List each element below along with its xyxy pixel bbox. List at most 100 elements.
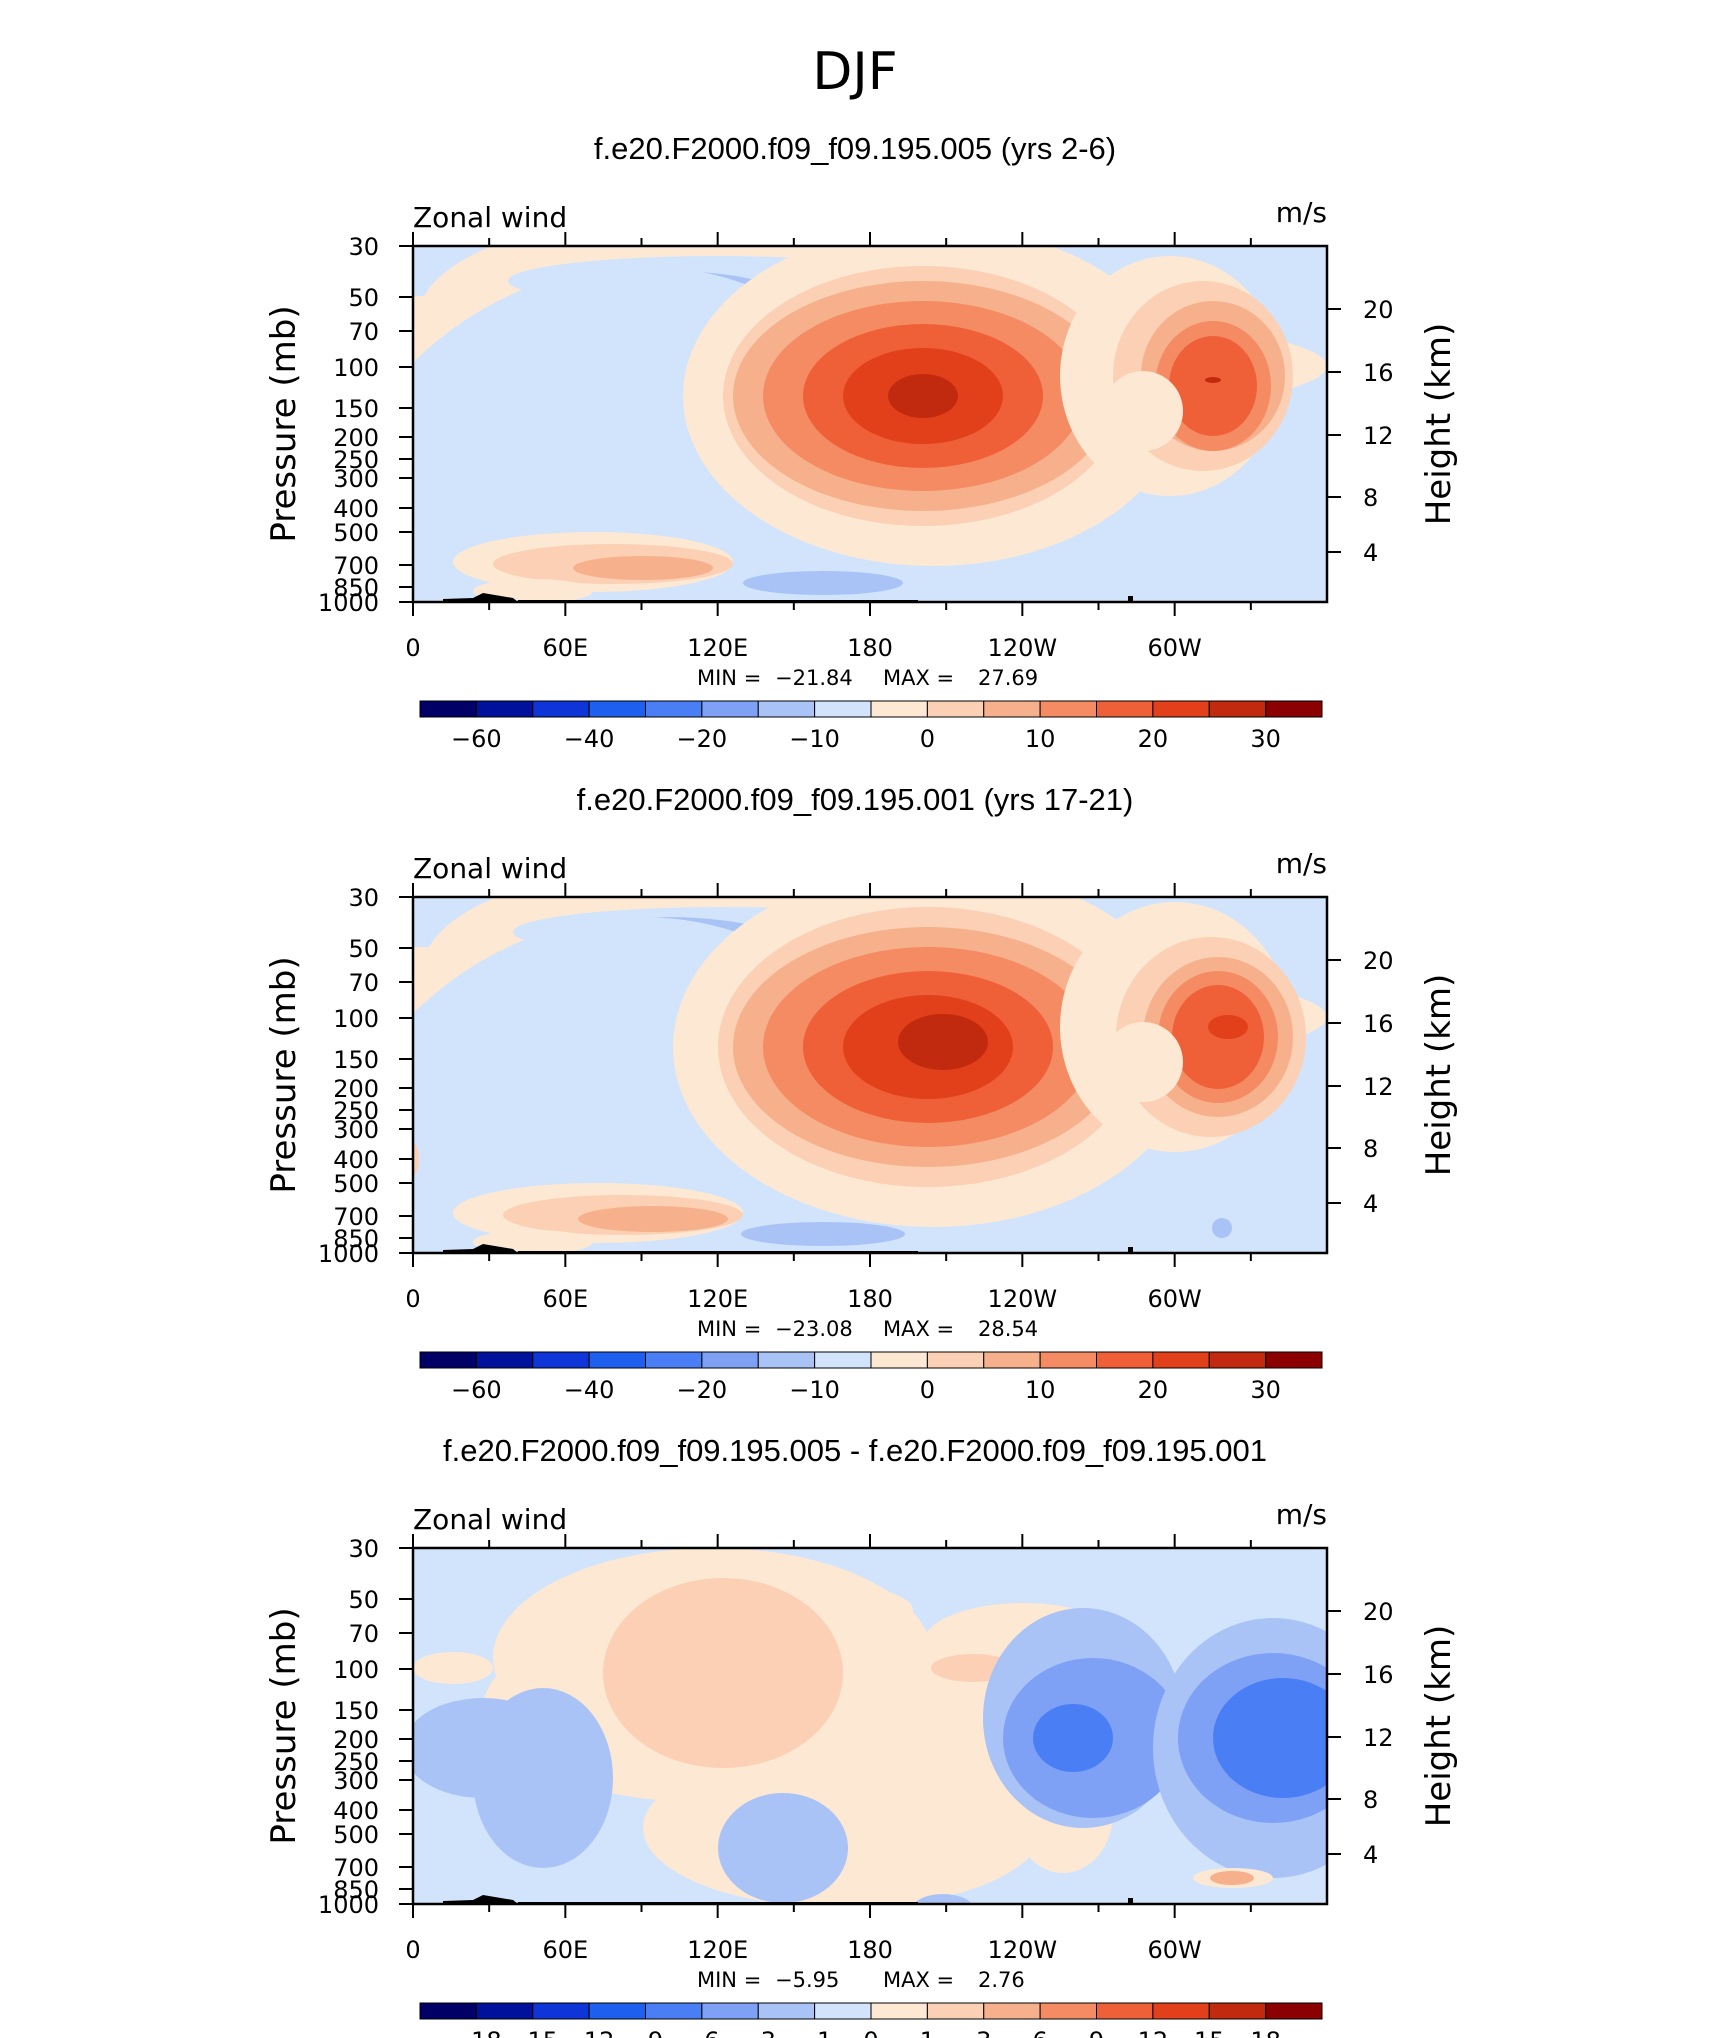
x-tick-label: 180	[847, 1285, 893, 1313]
y-tick-label: 30	[348, 1535, 379, 1563]
colorbar-label: −20	[677, 725, 728, 753]
colorbar-box	[983, 2002, 1041, 2020]
y2-tick-label: 20	[1363, 1598, 1394, 1626]
colorbar-label: −40	[564, 1376, 615, 1404]
y-tick-label: 70	[348, 318, 379, 346]
colorbar-box	[757, 700, 816, 718]
y-tick-label: 500	[333, 1170, 379, 1198]
y2-tick-label: 16	[1363, 359, 1394, 387]
contour-region	[741, 1222, 905, 1246]
max-value: 28.54	[978, 1317, 1038, 1341]
min-value: −21.84	[775, 666, 853, 690]
y-tick-label: 200	[333, 1726, 379, 1754]
max-value: 27.69	[978, 666, 1038, 690]
y-tick-label: 30	[348, 884, 379, 912]
y-tick-label: 50	[348, 1586, 379, 1614]
y-tick-label: 400	[333, 1797, 379, 1825]
y2-tick-label: 12	[1363, 422, 1394, 450]
colorbar-box	[814, 700, 872, 718]
colorbar-label: −60	[451, 725, 502, 753]
colorbar-label: −12	[564, 2027, 615, 2038]
y-tick-label: 70	[348, 1620, 379, 1648]
y2-axis-title: Height (km)	[1419, 1625, 1459, 1828]
x-tick-label: 120W	[988, 1936, 1058, 1964]
colorbar-box	[532, 2002, 590, 2020]
topography	[443, 1244, 518, 1253]
y2-tick-label: 8	[1363, 1135, 1378, 1163]
colorbar-label: 18	[1250, 2027, 1281, 2038]
y-tick-label: 100	[333, 1005, 379, 1033]
contour-region	[1103, 1022, 1183, 1102]
units-label: m/s	[1276, 1498, 1327, 1531]
colorbar: −18 −15 −12 −9 −6 −3 −1 0 1 3 6 9 12 15 18	[419, 2002, 1323, 2038]
x-tick-label: 0	[405, 1285, 420, 1313]
contour-region	[413, 1652, 493, 1684]
x-tick-label: 120E	[687, 634, 748, 662]
contour-region	[1212, 1218, 1232, 1238]
y-tick-label: 300	[333, 1767, 379, 1795]
y2-axis-title: Height (km)	[1419, 323, 1459, 526]
colorbar-box	[926, 2002, 985, 2020]
topography	[1128, 1898, 1133, 1904]
y-tick-label: 30	[348, 233, 379, 261]
colorbar-label: −9	[628, 2027, 663, 2038]
colorbar-box	[701, 1351, 759, 1369]
y-tick-label: 150	[333, 395, 379, 423]
max-value: 2.76	[978, 1968, 1025, 1992]
colorbar-box	[588, 700, 646, 718]
contour-region	[718, 1793, 848, 1903]
colorbar-box	[1039, 1351, 1097, 1369]
min-value: −23.08	[775, 1317, 853, 1341]
min-label: MIN =	[697, 1968, 761, 1992]
panel-1-title: f.e20.F2000.f09_f09.195.005 (yrs 2-6)	[593, 131, 1117, 166]
x-tick-label: 180	[847, 634, 893, 662]
y-tick-label: 850	[333, 1876, 379, 1904]
colorbar-box	[419, 2002, 477, 2020]
y-tick-label: 700	[333, 552, 379, 580]
colorbar-label: 12	[1138, 2027, 1169, 2038]
colorbar-label: 6	[1032, 2027, 1047, 2038]
min-label: MIN =	[697, 1317, 761, 1341]
colorbar-label: 10	[1025, 1376, 1056, 1404]
colorbar-box	[926, 1351, 985, 1369]
y-tick-label: 50	[348, 284, 379, 312]
y-tick-label: 850	[333, 574, 379, 602]
colorbar-label: 1	[920, 2027, 935, 2038]
colorbar-box	[1265, 1351, 1323, 1369]
y-tick-label: 1000	[318, 1240, 379, 1268]
colorbar-box	[757, 2002, 816, 2020]
y-tick-label: 250	[333, 1097, 379, 1125]
colorbar-box	[532, 1351, 590, 1369]
y2-tick-label: 12	[1363, 1724, 1394, 1752]
contour-region	[638, 1640, 748, 1696]
colorbar-label: −60	[451, 1376, 502, 1404]
y-axis-title: Pressure (mb)	[264, 956, 304, 1193]
colorbar-label: −1	[797, 2027, 832, 2038]
y-tick-label: 700	[333, 1854, 379, 1882]
panel-2: 0 60E 120E 180 120W 60W3050701001502002503004…	[264, 847, 1459, 1404]
y-tick-label: 300	[333, 1116, 379, 1144]
y2-tick-label: 4	[1363, 539, 1378, 567]
y-tick-label: 400	[333, 1146, 379, 1174]
x-tick-label: 60E	[542, 1936, 588, 1964]
y-tick-label: 200	[333, 424, 379, 452]
colorbar-box	[983, 1351, 1041, 1369]
y-tick-label: 200	[333, 1075, 379, 1103]
x-tick-label: 120W	[988, 634, 1058, 662]
colorbar-label: −10	[789, 725, 840, 753]
colorbar-label: −40	[564, 725, 615, 753]
y2-axis-title: Height (km)	[1419, 974, 1459, 1177]
colorbar-label: 9	[1089, 2027, 1104, 2038]
y-axis-title: Pressure (mb)	[264, 305, 304, 542]
contour-region	[914, 1894, 972, 1904]
colorbar-box	[757, 1351, 816, 1369]
y-tick-label: 100	[333, 1656, 379, 1684]
colorbar-box	[814, 1351, 872, 1369]
y-tick-label: 150	[333, 1046, 379, 1074]
y2-tick-label: 8	[1363, 484, 1378, 512]
x-tick-label: 60W	[1148, 1936, 1202, 1964]
y2-tick-label: 16	[1363, 1010, 1394, 1038]
colorbar-label: 20	[1138, 725, 1169, 753]
y2-tick-label: 8	[1363, 1786, 1378, 1814]
